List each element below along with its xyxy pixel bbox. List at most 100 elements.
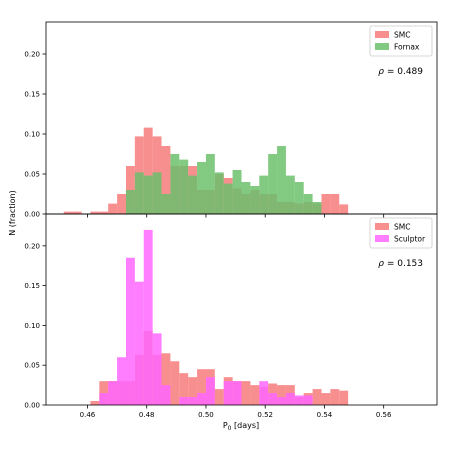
legend-swatch-smc	[375, 31, 389, 38]
bar-smc-24	[277, 385, 286, 405]
bar-sculptor-27	[303, 395, 313, 405]
rho-annotation-bottom: ρ = 0.153	[378, 259, 423, 269]
bar-smc-6	[117, 194, 126, 214]
bar-smc-21	[250, 385, 260, 405]
y-tick-label-top-2: 0.10	[24, 131, 40, 139]
bar-smc-30	[330, 194, 340, 214]
bar-sculptor-9	[143, 229, 153, 405]
bar-sculptor-10	[152, 333, 162, 406]
bar-sculptor-24	[277, 397, 286, 405]
y-axis-label: N (fraction)	[8, 190, 17, 236]
y-tick-label-bottom-4: 0.20	[24, 242, 40, 250]
bar-smc-31	[339, 390, 349, 405]
bar-fornax-14	[188, 175, 198, 214]
bar-sculptor-22	[259, 381, 269, 406]
bar-smc-17	[214, 389, 224, 405]
panel-top: 0.00 0.05 0.10 0.15 0.20 SMC Fornax ρ = 0.489	[24, 21, 438, 219]
y-tick-label-bottom-1: 0.05	[24, 362, 40, 370]
bar-smc-11	[161, 146, 171, 214]
bar-fornax-10	[152, 172, 162, 214]
legend-swatch-sculptor	[375, 235, 389, 242]
bar-smc-30	[330, 389, 340, 405]
rho-value: = 0.153	[384, 259, 423, 269]
rho-symbol: ρ	[378, 67, 384, 77]
x-tick-label-bottom-0: 0.46	[80, 411, 96, 419]
legend-bottom: SMC Sculptor	[369, 217, 433, 249]
series-sculptor	[99, 229, 313, 406]
bar-sculptor-7	[125, 257, 135, 405]
bar-fornax-11	[161, 194, 171, 214]
x-axis-label-unit: [days]	[231, 421, 259, 430]
bar-smc-14	[188, 377, 198, 405]
bar-sculptor-11	[161, 385, 171, 405]
rho-value: = 0.489	[384, 67, 423, 77]
bar-smc-12	[170, 361, 180, 405]
y-tick-label-top-0: 0.00	[24, 211, 40, 219]
bar-sculptor-26	[294, 395, 304, 405]
bar-fornax-9	[143, 175, 153, 214]
x-tick-label-bottom-2: 0.50	[198, 411, 214, 419]
legend-top: SMC Fornax	[369, 25, 433, 57]
bar-smc-15	[197, 369, 206, 405]
legend-label-smc: SMC	[394, 31, 410, 40]
bar-smc-20	[241, 381, 251, 406]
bar-fornax-16	[205, 154, 215, 214]
rho-annotation-top: ρ = 0.489	[378, 67, 423, 77]
bar-sculptor-25	[285, 393, 295, 405]
bar-smc-3	[90, 401, 100, 405]
bar-fornax-27	[303, 194, 313, 214]
x-axis-label: P0 [days]	[223, 421, 259, 432]
x-tick-label-bottom-1: 0.48	[139, 411, 155, 419]
bar-smc-29	[321, 393, 331, 405]
bar-fornax-20	[241, 182, 251, 214]
bar-fornax-19	[232, 170, 242, 214]
x-axis-label-main: P	[223, 421, 228, 430]
x-tick-label-bottom-3: 0.52	[257, 411, 273, 419]
bar-smc-29	[321, 194, 331, 214]
legend-label-sculptor: Sculptor	[394, 235, 426, 244]
bar-smc-4	[99, 211, 109, 214]
bar-smc-11	[161, 353, 171, 405]
bar-sculptor-15	[197, 393, 206, 405]
x-tick-label-bottom-4: 0.54	[317, 411, 333, 419]
bar-smc-28	[312, 389, 322, 405]
x-axis-label-subscript: 0	[228, 425, 232, 432]
y-tick-label-top-1: 0.05	[24, 171, 40, 179]
bar-sculptor-13	[179, 397, 189, 405]
bar-sculptor-5	[108, 381, 118, 406]
bar-fornax-12	[170, 154, 180, 214]
y-tick-label-bottom-2: 0.10	[24, 322, 40, 330]
bar-smc-13	[179, 373, 189, 405]
bar-smc-0	[63, 211, 73, 214]
bar-sculptor-18	[223, 381, 233, 406]
bar-smc-9	[143, 127, 153, 214]
legend-label-fornax: Fornax	[394, 43, 420, 52]
y-tick-label-bottom-0: 0.00	[24, 402, 40, 410]
bar-fornax-21	[250, 186, 260, 214]
bar-fornax-25	[285, 175, 295, 214]
bar-smc-1	[72, 211, 82, 214]
axes-frame-bottom	[45, 213, 438, 406]
bar-fornax-28	[312, 202, 322, 214]
bar-smc-5	[108, 203, 118, 214]
legend-swatch-smc	[375, 223, 389, 230]
bar-sculptor-8	[134, 281, 144, 405]
bar-fornax-18	[223, 183, 233, 214]
bar-fornax-23	[268, 154, 278, 214]
bar-fornax-8	[134, 172, 144, 214]
bar-fornax-26	[294, 182, 304, 214]
bar-sculptor-6	[117, 357, 126, 405]
panel-bottom: 0.00 0.05 0.10 0.15 0.20 0.46 0.48 0.50 0.52 0.54…	[24, 213, 438, 419]
y-tick-label-bottom-3: 0.15	[24, 282, 40, 290]
bar-fornax-13	[179, 159, 189, 214]
y-tick-label-top-4: 0.20	[24, 51, 40, 59]
bar-smc-3	[90, 211, 100, 214]
bar-smc-31	[339, 204, 349, 214]
bar-sculptor-19	[232, 381, 242, 406]
bar-fornax-7	[125, 190, 135, 214]
bar-sculptor-4	[99, 393, 109, 405]
series-fornax	[125, 146, 322, 214]
legend-label-smc: SMC	[394, 223, 410, 232]
rho-symbol: ρ	[378, 259, 384, 269]
